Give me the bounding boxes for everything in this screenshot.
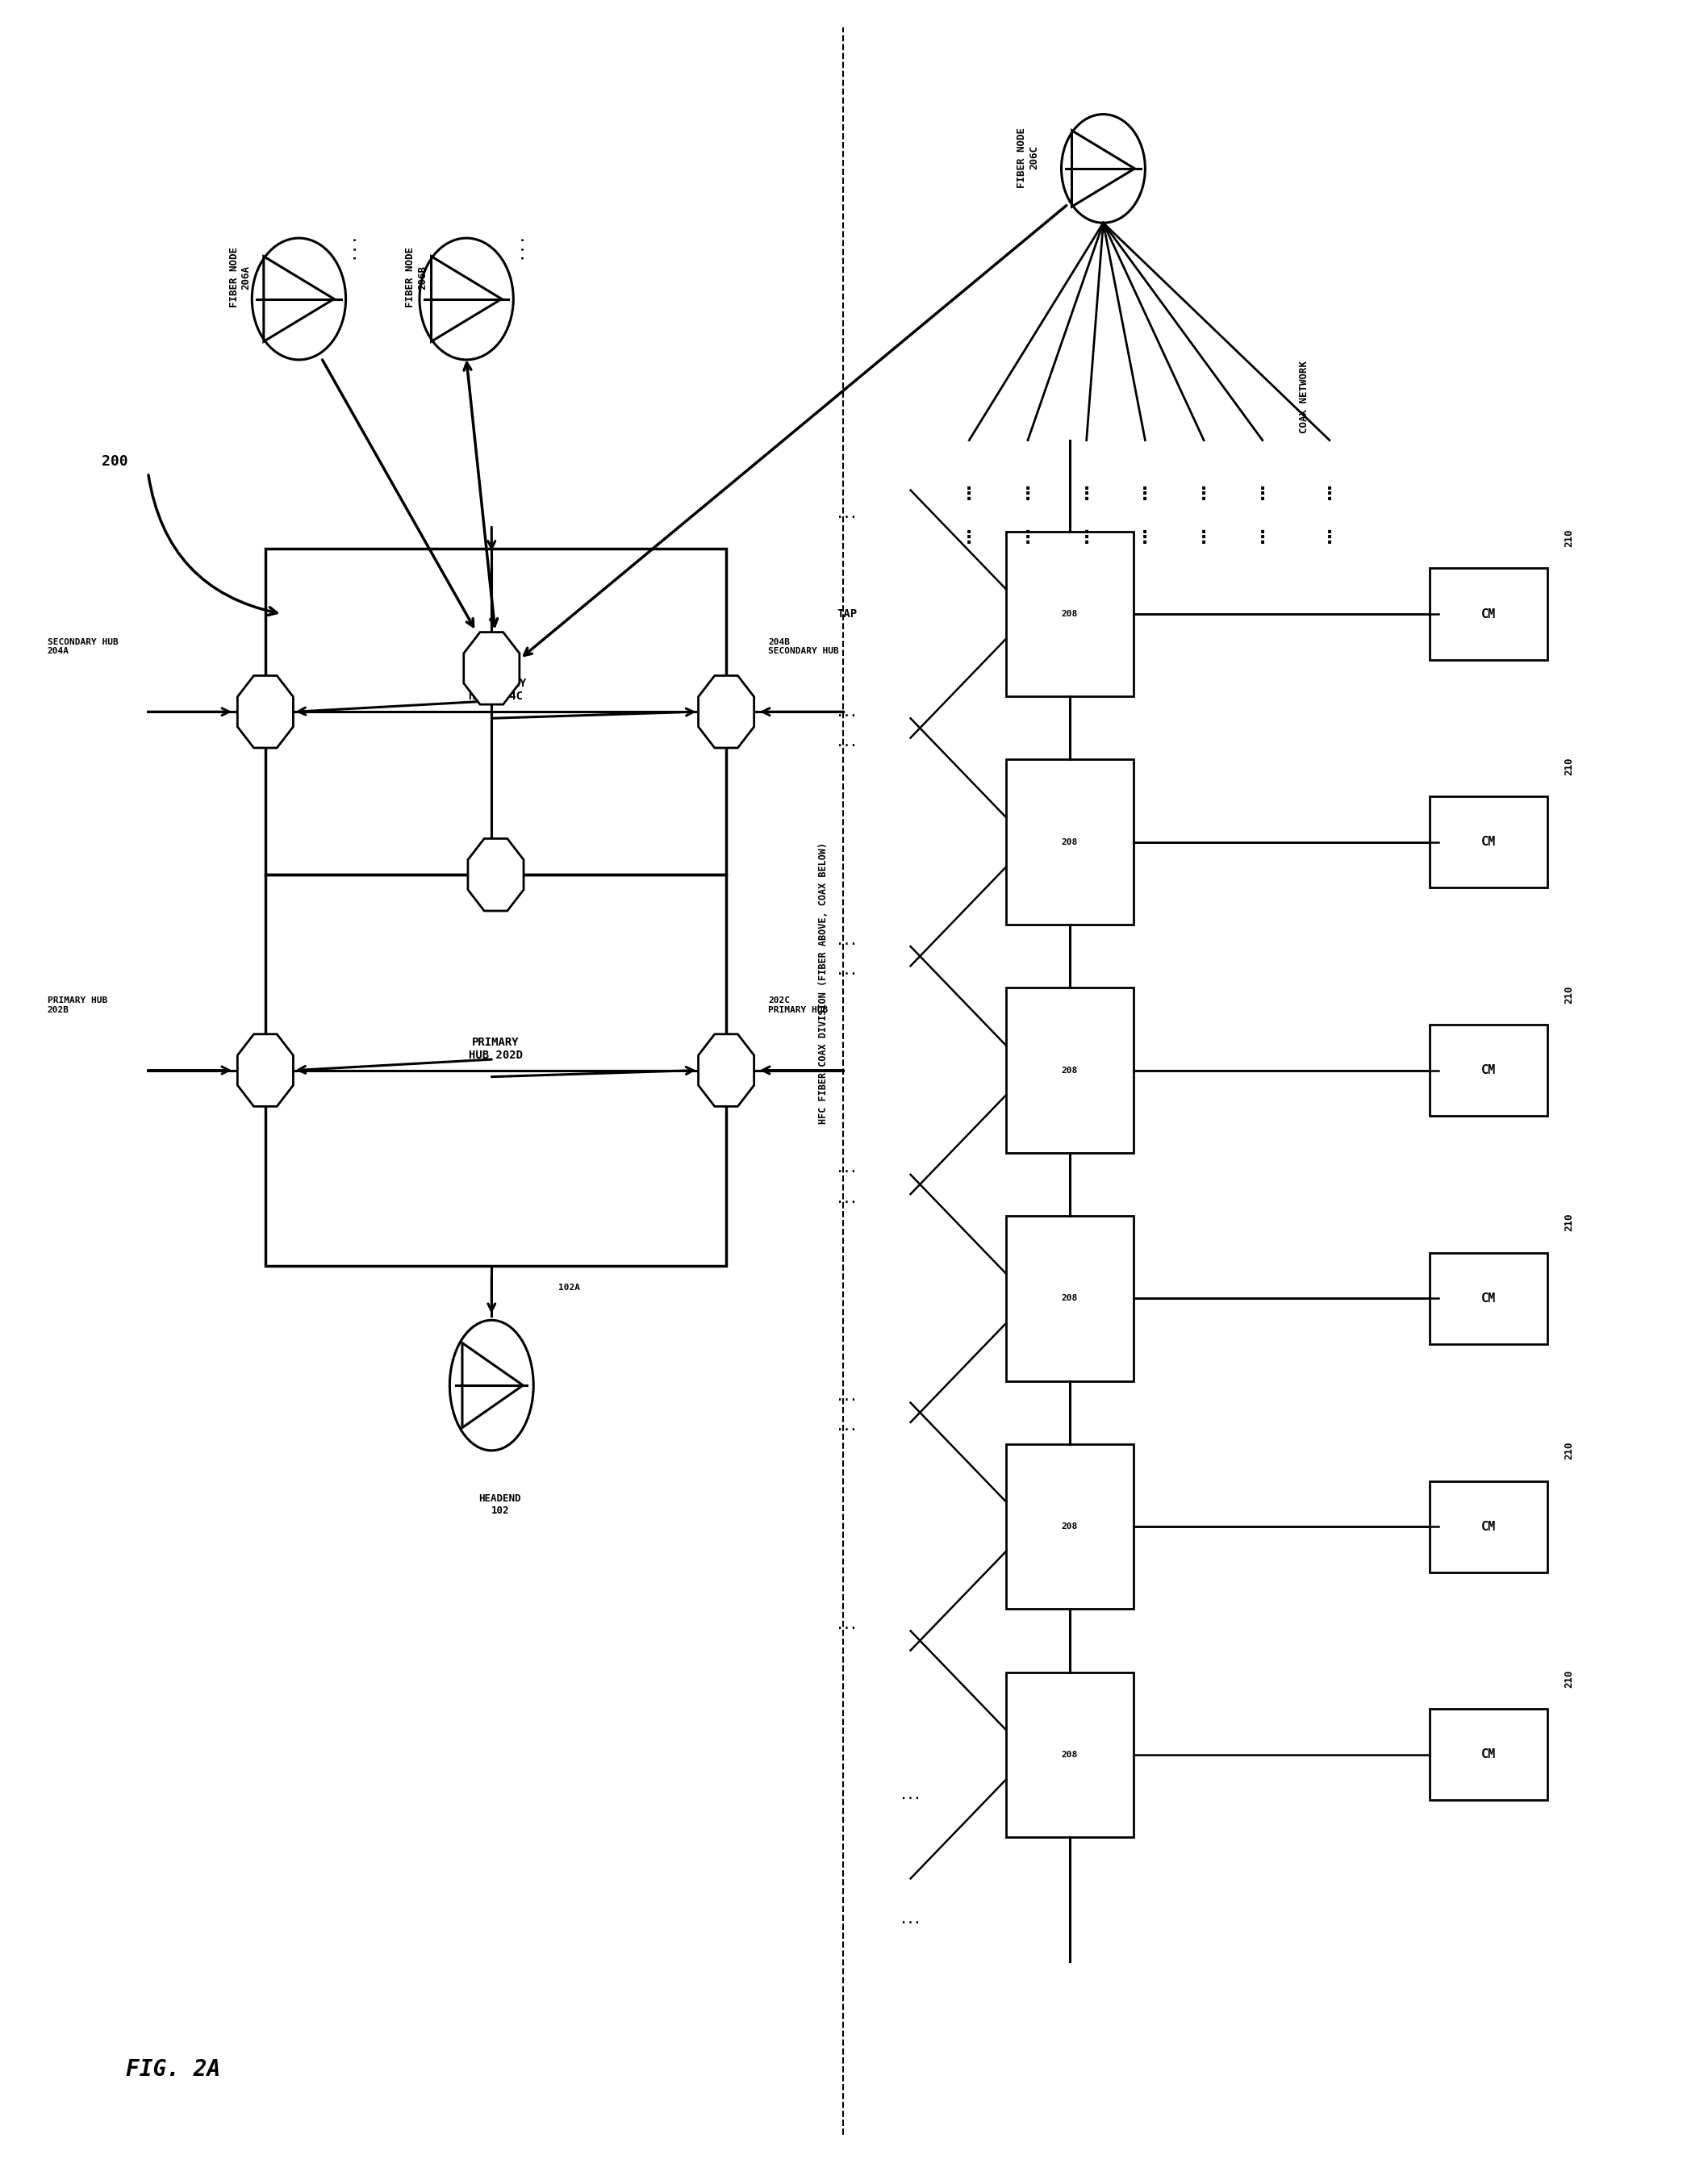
Text: ⋮: ⋮	[1019, 487, 1038, 502]
Text: ...: ...	[837, 1164, 857, 1175]
Polygon shape	[238, 675, 294, 747]
Text: 208: 208	[1061, 1295, 1078, 1302]
Text: 208: 208	[1061, 1522, 1078, 1531]
Text: 208: 208	[1061, 609, 1078, 618]
Text: PRIMARY HUB
202B: PRIMARY HUB 202B	[47, 996, 108, 1013]
Text: ⋮: ⋮	[1194, 531, 1213, 546]
Text: FIBER NODE
206B: FIBER NODE 206B	[405, 247, 427, 308]
Text: CM: CM	[1481, 1293, 1496, 1304]
Text: ...: ...	[837, 1422, 857, 1433]
Text: ...: ...	[837, 935, 857, 948]
Text: CM: CM	[1481, 607, 1496, 620]
Text: 210: 210	[1564, 1441, 1574, 1459]
Text: TAP: TAP	[837, 609, 857, 620]
Text: ...: ...	[901, 1913, 921, 1926]
Text: ⋮: ⋮	[960, 531, 978, 546]
Text: 200: 200	[101, 454, 128, 470]
Text: ⋮: ⋮	[1078, 531, 1095, 546]
Text: SECONDARY
HUB 204C: SECONDARY HUB 204C	[466, 677, 526, 703]
Text: ...: ...	[837, 509, 857, 520]
Polygon shape	[238, 1035, 294, 1107]
Polygon shape	[698, 675, 754, 747]
Text: 210: 210	[1564, 985, 1574, 1002]
Text: SECONDARY HUB
204A: SECONDARY HUB 204A	[47, 638, 118, 655]
Text: ⋮: ⋮	[1253, 487, 1272, 502]
Text: ...: ...	[837, 1621, 857, 1631]
Text: CM: CM	[1481, 1064, 1496, 1077]
Text: FIBER NODE
206C: FIBER NODE 206C	[1017, 127, 1039, 188]
Text: 204B
SECONDARY HUB: 204B SECONDARY HUB	[768, 638, 838, 655]
Text: ...: ...	[837, 965, 857, 976]
Polygon shape	[467, 839, 523, 911]
Text: ⋮: ⋮	[1135, 487, 1154, 502]
Text: ...: ...	[901, 1791, 921, 1802]
Text: ...: ...	[341, 229, 356, 260]
Text: ⋮: ⋮	[1135, 531, 1154, 546]
Text: 202C
PRIMARY HUB: 202C PRIMARY HUB	[768, 996, 828, 1013]
Text: ...: ...	[508, 229, 523, 260]
Text: ...: ...	[837, 1195, 857, 1206]
Text: ⋮: ⋮	[1019, 531, 1038, 546]
Text: ⋮: ⋮	[1253, 531, 1272, 546]
Text: ⋮: ⋮	[960, 487, 978, 502]
Text: 210: 210	[1564, 529, 1574, 546]
Text: FIBER NODE
206A: FIBER NODE 206A	[229, 247, 251, 308]
Text: ⋮: ⋮	[1321, 487, 1338, 502]
Text: 208: 208	[1061, 1066, 1078, 1075]
Text: ⋮: ⋮	[1321, 531, 1338, 546]
Text: ...: ...	[837, 708, 857, 719]
Text: HFC FIBER COAX DIVISION (FIBER ABOVE, COAX BELOW): HFC FIBER COAX DIVISION (FIBER ABOVE, CO…	[818, 843, 828, 1125]
Text: 210: 210	[1564, 1669, 1574, 1688]
Text: COAX NETWORK: COAX NETWORK	[1299, 360, 1309, 432]
Text: CM: CM	[1481, 1520, 1496, 1533]
Text: 208: 208	[1061, 1752, 1078, 1758]
Text: PRIMARY
HUB 202D: PRIMARY HUB 202D	[469, 1037, 523, 1061]
Text: CM: CM	[1481, 836, 1496, 847]
Text: 210: 210	[1564, 1214, 1574, 1232]
Text: 210: 210	[1564, 758, 1574, 775]
Text: ...: ...	[837, 738, 857, 749]
Text: FIG. 2A: FIG. 2A	[127, 2060, 221, 2081]
Text: ⋮: ⋮	[1194, 487, 1213, 502]
Text: ⋮: ⋮	[1078, 487, 1095, 502]
Text: ...: ...	[837, 1391, 857, 1402]
Polygon shape	[464, 631, 520, 705]
Text: HEADEND
102: HEADEND 102	[479, 1494, 521, 1516]
Polygon shape	[698, 1035, 754, 1107]
Text: 208: 208	[1061, 839, 1078, 845]
Text: CM: CM	[1481, 1749, 1496, 1760]
Text: 102A: 102A	[558, 1284, 580, 1291]
